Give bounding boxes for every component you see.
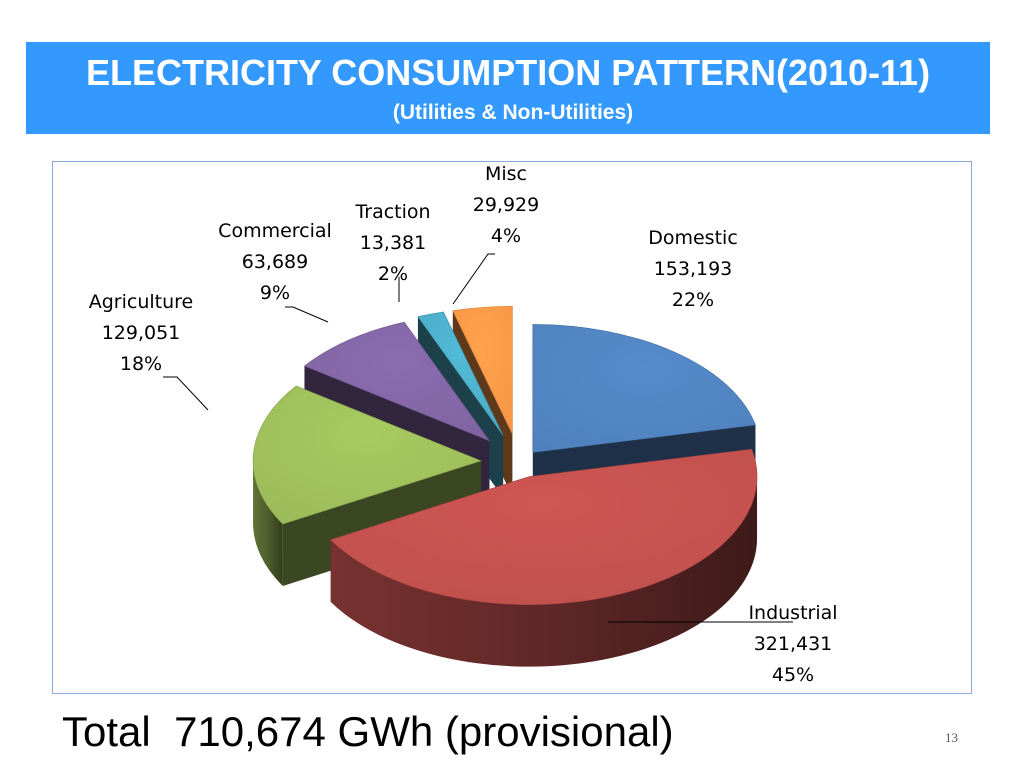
total-line: Total 710,674 GWh (provisional) bbox=[62, 708, 674, 756]
chart-frame: Domestic 153,193 22% Industrial 321,431 45% Ag… bbox=[52, 161, 972, 694]
page-number: 13 bbox=[945, 730, 958, 745]
leader-line-commercial bbox=[285, 306, 329, 323]
data-label-traction: Traction 13,381 2% bbox=[354, 201, 430, 285]
data-label-commercial: Commercial 63,689 9% bbox=[218, 220, 332, 304]
leader-line-agriculture bbox=[163, 376, 209, 411]
leader-line-misc bbox=[452, 253, 495, 305]
slide-title: ELECTRICITY CONSUMPTION PATTERN(2010-11) bbox=[85, 52, 931, 93]
title-banner: ELECTRICITY CONSUMPTION PATTERN(2010-11)… bbox=[26, 42, 990, 134]
data-label-misc: Misc 29,929 4% bbox=[473, 163, 539, 247]
pie-slice-industrial bbox=[330, 448, 758, 667]
data-label-industrial: Industrial 321,431 45% bbox=[748, 602, 837, 686]
data-label-agriculture: Agriculture 129,051 18% bbox=[89, 291, 194, 375]
data-label-domestic: Domestic 153,193 22% bbox=[648, 227, 738, 311]
total-value: 710,674 GWh (provisional) bbox=[174, 708, 674, 755]
slide-subtitle: (Utilities & Non-Utilities) bbox=[392, 101, 634, 124]
total-label: Total bbox=[62, 708, 151, 755]
pie-chart: Domestic 153,193 22% Industrial 321,431 45% Ag… bbox=[89, 163, 838, 686]
